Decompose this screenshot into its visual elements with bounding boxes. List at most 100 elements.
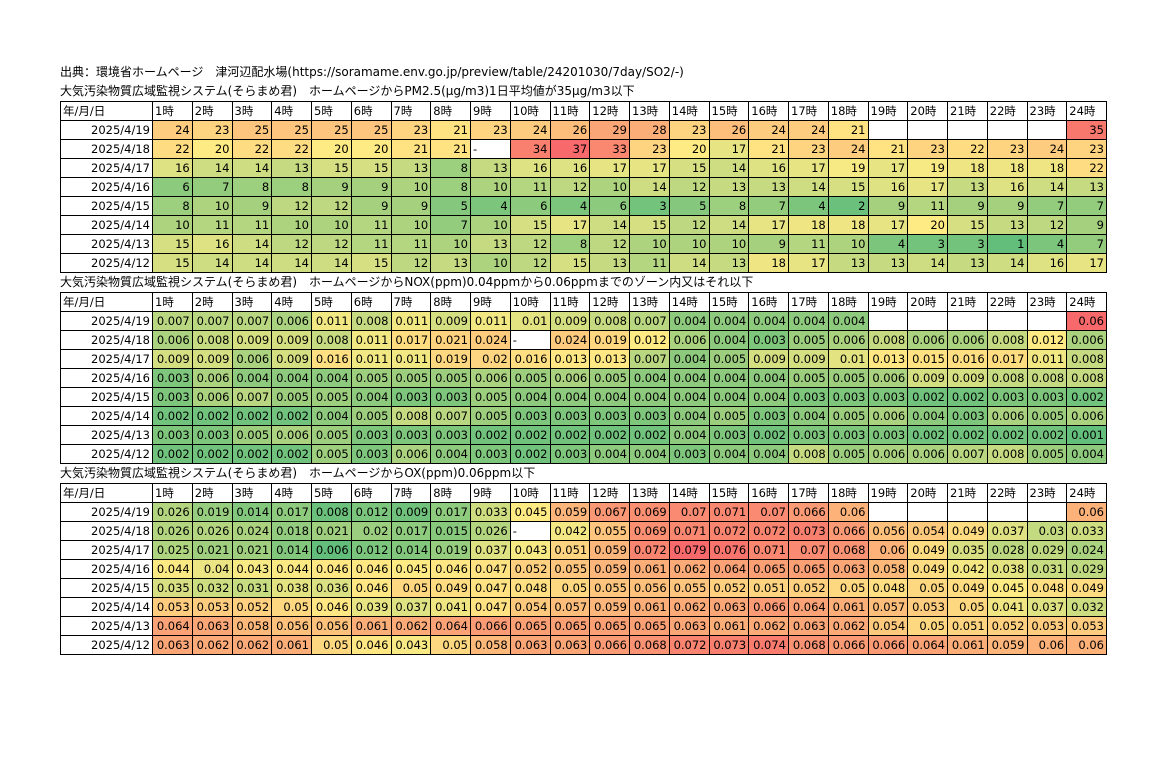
value-cell: 3 — [629, 196, 670, 216]
value-cell: 0.002 — [152, 444, 193, 464]
value-cell: 25 — [350, 120, 392, 140]
value-cell: 17 — [549, 215, 591, 235]
date-cell: 2025/4/16 — [60, 177, 153, 197]
value-cell: 0.054 — [907, 521, 948, 541]
table-row: 2025/4/14 0.053 0.053 0.052 0.05 0.046 0.039 0.… — [60, 597, 1107, 617]
value-cell: 0.051 — [947, 616, 988, 636]
value-cell: 0.003 — [152, 425, 193, 445]
value-cell: 22 — [1066, 158, 1107, 178]
value-cell: 0.026 — [152, 521, 193, 541]
value-cell: 0.076 — [708, 540, 750, 560]
value-cell: 6 — [589, 196, 630, 216]
section-caption: 大気汚染物質広域監視システム(そらまめ君) ホームページからOX(ppm)0.0… — [60, 466, 536, 480]
table-row: 2025/4/17 0.009 0.009 0.006 0.009 0.016 0.011 0… — [60, 349, 1107, 369]
value-cell: 0.063 — [708, 597, 750, 617]
value-cell: 15 — [350, 158, 392, 178]
value-cell: 0.008 — [986, 444, 1028, 464]
value-cell: 0.071 — [708, 502, 750, 522]
sections: 大気汚染物質広域監視システム(そらまめ君) ホームページからPM2.5(μg/m… — [60, 82, 1107, 655]
value-cell: 0.003 — [1026, 387, 1068, 407]
value-cell: 14 — [668, 253, 710, 273]
value-cell: 0.004 — [311, 406, 352, 426]
value-cell: 0.011 — [1026, 349, 1068, 369]
value-cell: 15 — [947, 215, 988, 235]
value-cell: 17 — [748, 215, 789, 235]
hour-header: 23時 — [1026, 483, 1068, 503]
value-cell: 0.042 — [549, 521, 591, 541]
value-cell: 19 — [907, 158, 948, 178]
value-cell: 0.011 — [350, 330, 392, 350]
date-cell: 2025/4/17 — [60, 540, 153, 560]
value-cell: 23 — [907, 139, 948, 159]
value-cell: 0.003 — [668, 444, 710, 464]
value-cell: 0.037 — [1026, 597, 1068, 617]
value-cell: 0.061 — [947, 635, 988, 655]
value-cell: 0.062 — [668, 597, 710, 617]
value-cell: 17 — [907, 177, 948, 197]
value-cell: 0.004 — [708, 387, 750, 407]
value-cell: 0.005 — [430, 368, 471, 388]
value-cell: 35 — [1066, 120, 1107, 140]
value-cell: 0.056 — [311, 616, 352, 636]
value-cell: 0.043 — [509, 540, 551, 560]
value-cell: 0.008 — [390, 406, 432, 426]
value-cell: 0.045 — [986, 578, 1028, 598]
value-cell: 11 — [390, 234, 432, 254]
value-cell: 0.011 — [311, 311, 352, 331]
value-cell: 20 — [311, 139, 352, 159]
value-cell: 0.008 — [1066, 368, 1107, 388]
date-cell: 2025/4/14 — [60, 215, 153, 235]
value-cell: 0.068 — [827, 540, 869, 560]
value-cell: 0.006 — [668, 330, 710, 350]
date-cell: 2025/4/13 — [60, 234, 153, 254]
value-cell: 0.061 — [271, 635, 312, 655]
value-cell: 0.052 — [708, 578, 750, 598]
table-row: 2025/4/15 8 10 9 12 12 9 9 5 4 6 4 6 3 5 8 7 4 2 9 11 9 9 7 7 — [60, 196, 1107, 216]
value-cell: 0.026 — [470, 521, 511, 541]
table-row: 2025/4/16 0.003 0.006 0.004 0.004 0.004 0.005 0… — [60, 368, 1107, 388]
hour-header: 22時 — [986, 483, 1028, 503]
value-cell: 0.004 — [788, 311, 829, 331]
value-cell: 0.052 — [986, 616, 1028, 636]
value-cell: 0.071 — [748, 540, 789, 560]
value-cell: 0.005 — [589, 368, 630, 388]
value-cell: 0.003 — [430, 387, 471, 407]
value-cell — [907, 502, 948, 522]
value-cell: 24 — [1026, 139, 1068, 159]
value-cell: 13 — [867, 253, 909, 273]
value-cell: 12 — [509, 234, 551, 254]
value-cell: 0.012 — [1026, 330, 1068, 350]
source-line: 出典：環境省ホームページ 津河辺配水場(https://soramame.env… — [60, 65, 684, 79]
value-cell: 23 — [390, 120, 432, 140]
value-cell: 11 — [350, 215, 392, 235]
value-cell: 0.053 — [907, 597, 948, 617]
section-caption: 大気汚染物質広域監視システム(そらまめ君) ホームページからPM2.5(μg/m… — [60, 84, 635, 98]
header-row: 年/月/日 1時 2時 3時 4時 5時 6時 7時 8時 9時 10時 11時 12時 13時 14時 15… — [60, 483, 1107, 503]
value-cell: 11 — [350, 234, 392, 254]
value-cell: 0.004 — [668, 368, 710, 388]
value-cell: 24 — [509, 120, 551, 140]
value-cell: 24 — [827, 139, 869, 159]
value-cell — [867, 502, 909, 522]
value-cell: 0.007 — [152, 311, 193, 331]
value-cell: 0.02 — [470, 349, 511, 369]
value-cell: 0.004 — [271, 368, 312, 388]
value-cell: 0.05 — [390, 578, 432, 598]
value-cell: 0.053 — [1066, 616, 1107, 636]
date-cell: 2025/4/14 — [60, 597, 153, 617]
value-cell: 10 — [390, 177, 432, 197]
value-cell: 0.05 — [827, 578, 869, 598]
value-cell: 13 — [470, 234, 511, 254]
value-cell: 0.066 — [589, 635, 630, 655]
value-cell: 0.006 — [1066, 406, 1107, 426]
value-cell: 0.049 — [907, 540, 948, 560]
value-cell: 10 — [390, 215, 432, 235]
value-cell: 17 — [867, 158, 909, 178]
value-cell: 0.01 — [509, 311, 551, 331]
value-cell: 0.002 — [509, 425, 551, 445]
value-cell: 0.049 — [1066, 578, 1107, 598]
value-cell: 0.068 — [629, 635, 670, 655]
hour-header: 21時 — [947, 292, 988, 312]
hour-header: 14時 — [668, 483, 710, 503]
header-row: 年/月/日 1時 2時 3時 4時 5時 6時 7時 8時 9時 10時 11時 12時 13時 14時 15… — [60, 292, 1107, 312]
